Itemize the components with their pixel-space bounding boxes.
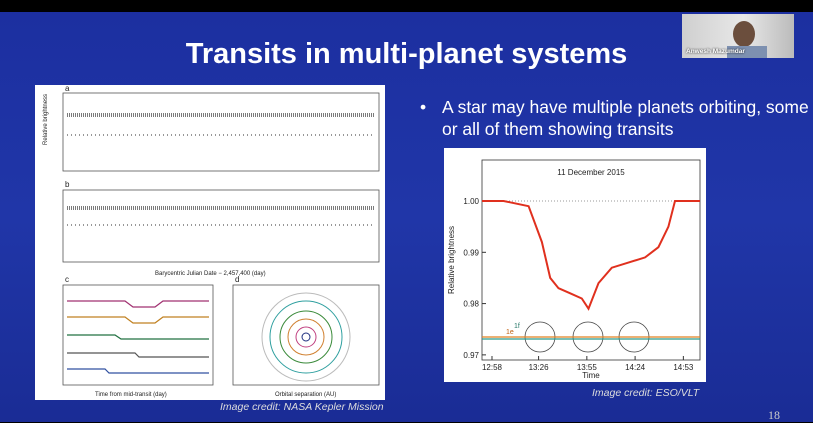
planet-label: 1f (514, 323, 520, 330)
planet-label: 1e (506, 329, 514, 336)
image-credit: Image credit: ESO/VLT (592, 387, 699, 399)
bullet: A star may have multiple planets orbitin… (420, 96, 813, 140)
page-number: 18 (768, 408, 780, 423)
x-tick-label: 14:24 (625, 363, 646, 372)
left-figure: a b c d Relative brightness Barycentric … (35, 85, 385, 400)
panel-label: b (65, 180, 70, 189)
x-tick-label: 12:58 (482, 363, 503, 372)
model-curve (482, 201, 700, 309)
chart-title: 11 December 2015 (557, 168, 625, 177)
webcam: Anwesh Mazumdar (682, 14, 794, 58)
right-chart: 11 December 2015 Time Relative brightnes… (444, 148, 706, 382)
y-tick-label: 1.00 (463, 197, 479, 206)
axis-label: Orbital separation (AU) (275, 392, 336, 398)
axis-label: Barycentric Julian Date − 2,457,400 (day… (155, 271, 266, 277)
panel-label: c (65, 275, 69, 284)
y-tick-label: 0.98 (463, 300, 479, 309)
image-credit: Image credit: NASA Kepler Mission (220, 401, 384, 413)
panel-label: a (65, 85, 70, 93)
slide: Transits in multi-planet systems A star … (0, 12, 813, 422)
page: Transits in multi-planet systems A star … (0, 0, 813, 422)
x-tick-label: 13:55 (577, 363, 598, 372)
presenter-name: Anwesh Mazumdar (686, 48, 745, 55)
y-tick-label: 0.97 (463, 351, 479, 360)
y-tick-label: 0.99 (463, 248, 479, 257)
x-axis-label: Time (582, 371, 600, 380)
axis-label: Time from mid-transit (day) (95, 392, 167, 398)
y-axis-label: Relative brightness (447, 226, 456, 294)
x-tick-label: 13:26 (529, 363, 550, 372)
axis-label: Relative brightness (43, 94, 49, 145)
plot-frame (482, 160, 700, 360)
x-tick-label: 14:53 (673, 363, 694, 372)
